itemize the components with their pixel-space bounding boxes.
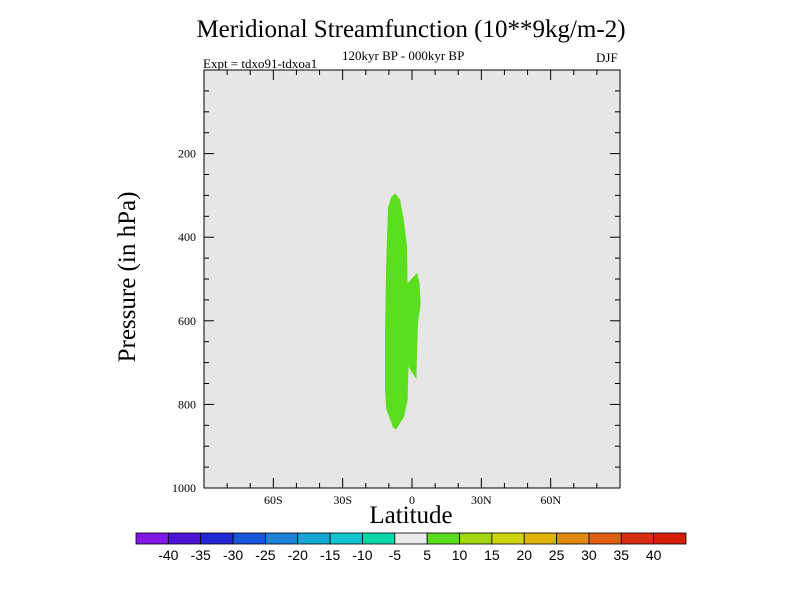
contour-region-1 <box>385 193 421 430</box>
y-tick-label: 600 <box>178 314 196 328</box>
x-tick-label: 0 <box>409 493 415 507</box>
x-tick-label: 30N <box>471 493 492 507</box>
y-tick-label: 200 <box>178 147 196 161</box>
colorbar-label: 30 <box>581 547 597 563</box>
colorbar-label: 25 <box>549 547 565 563</box>
colorbar-swatch <box>329 532 363 545</box>
x-tick-label: 60N <box>540 493 561 507</box>
colorbar-label: -5 <box>389 547 402 563</box>
colorbar-swatch <box>200 532 234 545</box>
colorbar-label: -10 <box>352 547 372 563</box>
colorbar-label: 40 <box>646 547 662 563</box>
experiment-label: Expt = tdxo91-tdxoa1 <box>203 56 318 71</box>
season-label: DJF <box>596 50 618 65</box>
colorbar-swatch <box>653 532 687 545</box>
x-axis-label: Latitude <box>369 502 453 529</box>
x-tick-label: 30S <box>333 493 352 507</box>
x-tick-label: 60S <box>264 493 283 507</box>
contour-regions <box>385 193 421 430</box>
y-tick-label: 400 <box>178 230 196 244</box>
colorbar-label: -20 <box>288 547 308 563</box>
colorbar-swatch <box>426 532 460 545</box>
colorbar-label: -35 <box>191 547 211 563</box>
colorbar-swatch <box>491 532 525 545</box>
y-tick-label: 800 <box>178 397 196 411</box>
y-tick-label: 1000 <box>172 481 196 495</box>
colorbar-swatch <box>135 532 169 545</box>
colorbar-swatch <box>265 532 299 545</box>
plot-frame <box>203 69 621 489</box>
colorbar-label: -15 <box>320 547 340 563</box>
colorbar-label: 15 <box>484 547 500 563</box>
colorbar-label: 20 <box>516 547 532 563</box>
colorbar-swatch <box>362 532 396 545</box>
chart-subtitle: 120kyr BP - 000kyr BP <box>342 48 465 63</box>
colorbar-label: 10 <box>452 547 468 563</box>
colorbar-label: 35 <box>614 547 630 563</box>
colorbar-swatch <box>167 532 202 545</box>
colorbar-swatch <box>588 532 622 545</box>
colorbar: -40 -35 -30 -25 -20 -15 -10 -5 5 10 15 20 25 30 35 40 <box>135 532 687 563</box>
colorbar-swatch <box>232 532 266 545</box>
colorbar-label: 5 <box>423 547 431 563</box>
colorbar-swatch <box>297 532 331 545</box>
colorbar-swatch <box>459 532 493 545</box>
colorbar-swatch <box>620 532 655 545</box>
axes: 200 400 600 800 1000 60S 30S 0 30N 60N <box>172 70 620 507</box>
colorbar-label: -30 <box>223 547 243 563</box>
colorbar-swatch <box>556 532 590 545</box>
chart-title: Meridional Streamfunction (10**9kg/m-2) <box>196 16 626 43</box>
colorbar-swatch <box>394 532 428 545</box>
colorbar-label: -40 <box>158 547 178 563</box>
colorbar-label: -25 <box>255 547 275 563</box>
colorbar-swatch <box>523 532 557 545</box>
